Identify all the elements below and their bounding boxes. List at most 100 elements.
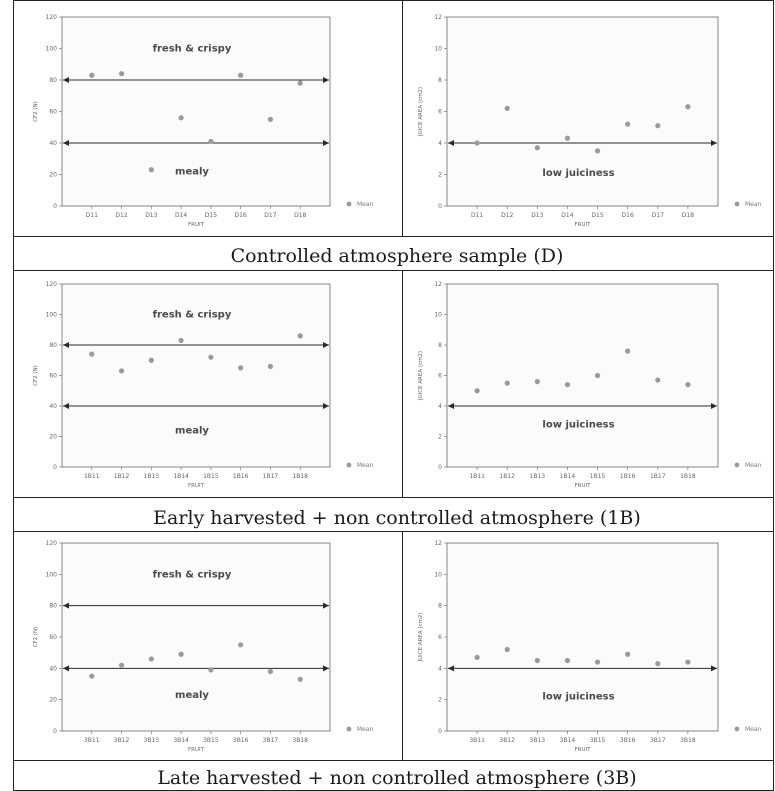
legend-label: Mean xyxy=(357,726,374,733)
x-tick-label: 1B13 xyxy=(144,473,160,480)
threshold-arrowhead-left xyxy=(63,140,69,146)
x-tick-label: 1B18 xyxy=(680,473,696,480)
x-tick-label: 3B14 xyxy=(173,737,189,744)
legend-marker xyxy=(346,726,352,732)
threshold-arrowhead-right xyxy=(323,403,329,409)
x-tick-label: D17 xyxy=(652,212,664,219)
y-tick-label: 10 xyxy=(434,571,442,578)
legend-label: Mean xyxy=(357,201,374,208)
data-point xyxy=(89,72,95,78)
zone-annotation: mealy xyxy=(175,690,209,701)
data-point xyxy=(178,115,184,121)
legend-label: Mean xyxy=(745,462,762,469)
x-axis-label: FRUIT xyxy=(575,747,592,753)
data-point xyxy=(89,673,95,679)
x-tick-label: D16 xyxy=(235,212,247,219)
data-point xyxy=(564,135,571,141)
threshold-arrowhead-left xyxy=(448,665,454,672)
data-point xyxy=(655,377,661,383)
x-tick-label: D13 xyxy=(145,212,157,219)
y-tick-label: 4 xyxy=(438,665,442,672)
y-tick-label: 12 xyxy=(434,540,442,547)
plot-area xyxy=(446,542,719,732)
x-tick-label: 3B13 xyxy=(144,737,160,744)
y-tick-label: 6 xyxy=(438,373,442,380)
captions: Controlled atmosphere sample (D) Early h… xyxy=(153,245,641,789)
threshold-arrowhead-left xyxy=(63,665,69,672)
y-tick-label: 80 xyxy=(49,603,57,610)
x-tick-label: 3B12 xyxy=(114,737,130,744)
y-tick-label: 120 xyxy=(46,281,58,288)
x-axis-label: FRUIT xyxy=(188,483,205,489)
x-tick-label: D11 xyxy=(471,212,483,219)
zone-annotation: mealy xyxy=(175,425,209,436)
y-axis-label: CF2 (N) xyxy=(33,365,39,386)
data-point xyxy=(118,662,125,668)
x-tick-label: D15 xyxy=(205,212,217,219)
zone-annotation: low juiciness xyxy=(542,168,614,179)
x-tick-label: 3B17 xyxy=(263,737,279,744)
threshold-arrowhead-left xyxy=(63,602,69,609)
data-point xyxy=(148,656,154,662)
legend-marker xyxy=(734,726,740,732)
y-tick-label: 100 xyxy=(46,571,58,578)
plot-area xyxy=(446,283,719,468)
x-tick-label: 1B12 xyxy=(114,473,130,480)
y-tick-label: 8 xyxy=(438,77,442,84)
x-tick-label: 1B12 xyxy=(499,473,515,480)
data-point xyxy=(118,71,125,77)
threshold-arrowhead-left xyxy=(63,403,69,409)
threshold-arrowhead-left xyxy=(448,403,454,409)
x-tick-label: 1B14 xyxy=(173,473,189,480)
y-tick-label: 60 xyxy=(49,373,57,380)
y-tick-label: 120 xyxy=(46,14,58,21)
data-point xyxy=(625,121,631,127)
data-point xyxy=(474,140,480,146)
data-point xyxy=(504,646,510,653)
plot-area xyxy=(61,542,331,732)
x-tick-label: D17 xyxy=(264,212,276,219)
x-tick-label: 1B17 xyxy=(263,473,279,480)
data-point xyxy=(208,667,214,673)
chart-panel-1: 0 20 40 60 80 100 120 D11 D12 D13 D14 D15 D16 D17 D18 F… xyxy=(33,14,374,228)
y-axis-label: JUICE AREA (cm2) xyxy=(418,351,424,401)
data-point xyxy=(474,388,480,394)
y-tick-label: 0 xyxy=(438,728,442,735)
zone-annotation: fresh & crispy xyxy=(153,310,232,321)
x-tick-label: D11 xyxy=(86,212,98,219)
x-axis-label: FRUIT xyxy=(575,222,592,228)
x-tick-label: 1B16 xyxy=(233,473,249,480)
chart-panel-3: 0 20 40 60 80 100 120 1B11 1B12 1B13 1B14 1B15 1B16 1… xyxy=(33,281,374,489)
y-tick-label: 6 xyxy=(438,109,442,116)
x-tick-label: 1B11 xyxy=(84,473,100,480)
x-tick-label: 3B16 xyxy=(233,737,249,744)
data-point xyxy=(178,337,184,344)
x-tick-label: 3B11 xyxy=(469,737,485,744)
y-axis-label: CF2 (N) xyxy=(33,627,39,648)
data-point xyxy=(534,145,540,151)
chart-panel-4: 0 2 4 6 8 10 12 1B11 1B12 1B13 1B14 1B15 1B16 1B17 1B1… xyxy=(418,281,762,489)
y-tick-label: 40 xyxy=(49,403,57,410)
data-point xyxy=(685,104,691,110)
chart-panel-6: 0 2 4 6 8 10 12 3B11 3B12 3B13 3B14 3B15 3B16 3B17 3B1… xyxy=(418,540,762,753)
data-point xyxy=(297,333,303,339)
threshold-arrowhead-right xyxy=(323,602,329,609)
y-tick-label: 100 xyxy=(46,312,58,319)
threshold-arrowhead-left xyxy=(63,342,69,348)
data-point xyxy=(89,351,95,357)
y-tick-label: 20 xyxy=(49,697,57,704)
y-tick-label: 0 xyxy=(53,203,57,210)
zone-annotation: fresh & crispy xyxy=(153,44,232,55)
x-tick-label: 3B17 xyxy=(650,737,666,744)
y-axis-label: JUICE AREA (cm2) xyxy=(418,87,424,137)
y-tick-label: 2 xyxy=(438,697,442,704)
y-tick-label: 8 xyxy=(438,603,442,610)
data-point xyxy=(655,123,661,129)
y-tick-label: 60 xyxy=(49,634,57,641)
threshold-arrowhead-left xyxy=(448,140,454,146)
x-tick-label: D14 xyxy=(561,212,573,219)
legend-marker xyxy=(346,462,352,468)
y-tick-label: 100 xyxy=(46,46,58,53)
x-axis-label: FRUIT xyxy=(575,483,592,489)
